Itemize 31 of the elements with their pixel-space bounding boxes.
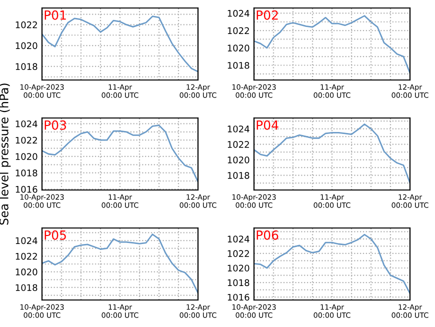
y-tick-label: 1024: [16, 120, 38, 128]
y-tick-label: 1022: [228, 27, 249, 34]
y-tick-label: 1018: [228, 279, 250, 286]
chart-title: P04: [256, 120, 278, 130]
y-tick-label: 1020: [228, 44, 250, 52]
chart-title: P02: [256, 10, 278, 20]
y-tick-label: 1020: [16, 153, 38, 160]
y-tick-label: 1022: [16, 21, 37, 28]
y-tick-label: 1022: [16, 136, 37, 144]
y-tick-label: 1016: [16, 186, 38, 193]
y-tick-label: 1018: [16, 284, 38, 292]
y-tick-label: 1020: [228, 156, 250, 164]
chart-title: P01: [44, 10, 66, 20]
y-tick-label: 1022: [228, 141, 249, 148]
y-tick-label: 1020: [16, 268, 38, 276]
y-tick-label: 1022: [16, 252, 37, 260]
y-tick-label: 1022: [228, 250, 249, 258]
chart-title: P06: [256, 230, 278, 240]
y-tick-label: 1018: [228, 62, 250, 69]
chart-title: P03: [44, 120, 66, 130]
chart-title: P05: [44, 230, 66, 240]
y-tick-label: 1020: [16, 42, 38, 50]
y-tick-label: 1024: [228, 10, 250, 17]
y-tick-label: 1018: [16, 63, 38, 70]
y-tick-label: 1018: [16, 170, 38, 176]
y-tick-label: 1024: [228, 236, 250, 242]
y-tick-label: 1024: [16, 237, 38, 244]
y-tick-label: 1020: [228, 264, 250, 272]
y-tick-label: 1016: [228, 294, 250, 301]
y-tick-label: 1018: [228, 172, 250, 179]
y-tick-label: 1024: [228, 126, 250, 132]
